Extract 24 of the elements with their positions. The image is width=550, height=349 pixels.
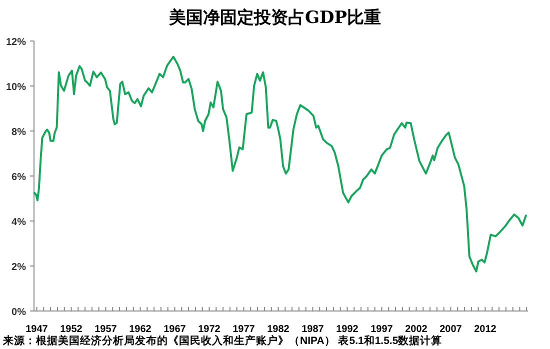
chart-title: 美国净固定投资占GDP比重 — [168, 8, 382, 28]
x-tick-label: 1997 — [370, 324, 394, 335]
y-tick-label: 10% — [6, 82, 26, 93]
y-tick-label: 6% — [12, 172, 26, 183]
y-tick-label: 12% — [6, 37, 26, 48]
x-tick-label: 2007 — [440, 324, 462, 335]
x-tick-label: 2002 — [405, 324, 428, 335]
x-tick-label: 1987 — [302, 324, 324, 335]
x-tick-label: 1977 — [232, 324, 256, 335]
x-tick-label: 1962 — [129, 324, 152, 335]
x-tick-label: 1967 — [164, 324, 186, 335]
x-tick-label: 1982 — [267, 324, 290, 335]
x-tick-label: 1947 — [26, 324, 48, 335]
x-tick-label: 1972 — [198, 324, 221, 335]
y-tick-label: 8% — [12, 127, 26, 138]
x-tick-label: 2012 — [474, 324, 497, 335]
y-tick-label: 2% — [12, 262, 26, 273]
y-tick-label: 4% — [12, 217, 26, 228]
x-tick-label: 1957 — [94, 324, 118, 335]
x-tick-label: 1952 — [60, 324, 83, 335]
x-tick-label: 1992 — [336, 324, 359, 335]
line-series — [33, 56, 527, 272]
source-note: 来源：根据美国经济分析局发布的《国民收入和生产账户》（NIPA） 表5.1和1.5.5数据计算 — [2, 334, 442, 347]
y-tick-label: 0% — [12, 307, 26, 318]
